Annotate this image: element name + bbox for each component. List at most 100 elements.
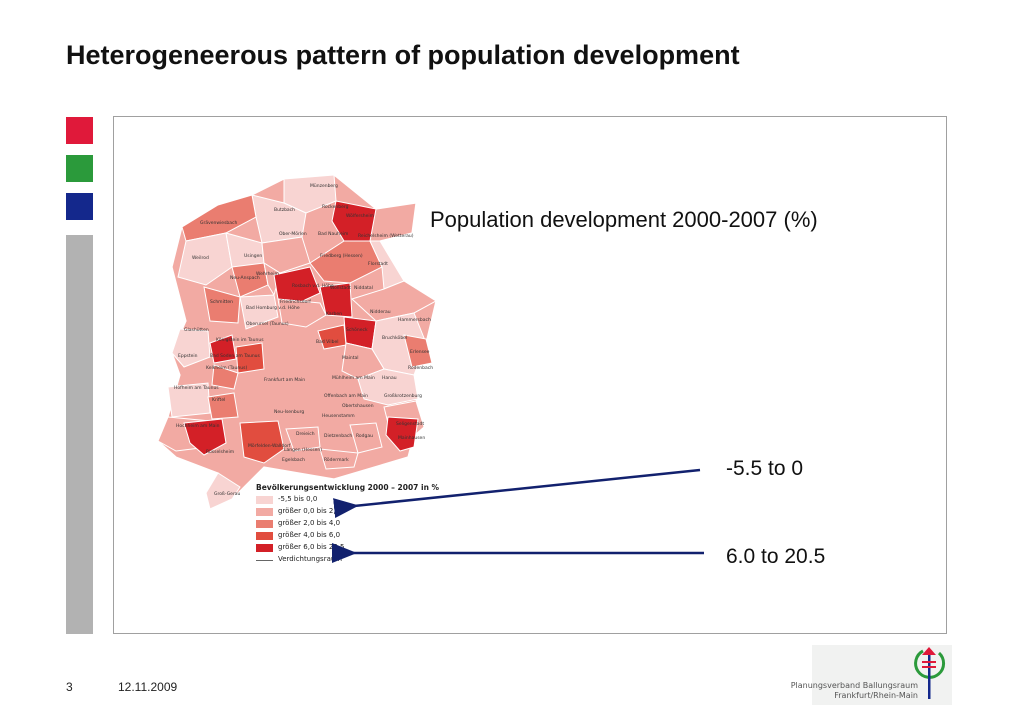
legend-swatch (256, 508, 273, 516)
map-patch (385, 416, 419, 452)
place-label: Königstein im Taunus (216, 337, 264, 343)
legend-item-label: -5,5 bis 0,0 (278, 495, 318, 503)
map-patch (239, 294, 279, 330)
map-patch (261, 236, 311, 274)
map-patch (205, 472, 241, 510)
map-patch (319, 448, 359, 470)
place-label: Groß-Gerau (214, 491, 241, 497)
place-label: Rodenbach (408, 365, 433, 371)
map-patch (349, 422, 383, 454)
place-label: Ober-Mörlen (279, 231, 307, 237)
legend-line-symbol (256, 560, 273, 561)
place-label: Rüsselsheim (206, 449, 234, 455)
map-patch (209, 334, 237, 364)
legend-item-label: größer 4,0 bis 6,0 (278, 531, 341, 539)
place-label: Kelkheim (Taunus) (206, 365, 247, 371)
place-label: Offenbach am Main (324, 393, 368, 399)
map-patch (403, 334, 433, 368)
place-label: Niddatal (354, 285, 373, 291)
logo-line-1: Planungsverband Ballungsraum (790, 681, 918, 690)
accent-square-red (66, 117, 93, 144)
legend-item-label: größer 2,0 bis 4,0 (278, 519, 341, 527)
map-patch (273, 266, 321, 306)
map-patch (183, 418, 227, 456)
place-label: Friedrichsdorf (280, 299, 311, 305)
logo: Planungsverband Ballungsraum Frankfurt/R… (791, 645, 952, 705)
legend-line-label: Verdichtungsraum (278, 555, 343, 563)
place-label: Hanau (382, 375, 397, 381)
map-patch (207, 392, 239, 420)
map-patch (357, 368, 419, 406)
place-label: Münzenberg (310, 183, 338, 189)
place-label: Dreieich (296, 431, 315, 437)
place-label: Bad Nauheim (318, 231, 348, 237)
place-label: Heusenstamm (322, 413, 355, 419)
place-label: Karben (326, 311, 342, 317)
place-label: Bad Soden am Taunus (210, 353, 261, 359)
place-label: Wehrheim (256, 271, 279, 277)
map-patch (239, 420, 285, 464)
legend-swatch (256, 532, 273, 540)
map-legend: Bevölkerungsentwicklung 2000 – 2007 in %… (256, 483, 439, 575)
accent-square-blue (66, 193, 93, 220)
place-label: Weilrod (192, 255, 209, 261)
place-label: Hofheim am Taunus (174, 385, 219, 391)
place-label: Neu-Isenburg (274, 409, 304, 415)
place-label: Maintal (342, 355, 359, 361)
place-label: Rockenberg (322, 204, 349, 210)
map-patch (283, 174, 337, 214)
map-patch (171, 328, 211, 368)
map-patch (235, 342, 265, 374)
map-patch (277, 298, 327, 328)
map-place-labels: Münzenberg Butzbach Rockenberg Wölfershe… (174, 183, 433, 497)
place-label: Grävenwiesbach (200, 220, 238, 226)
map-patch (177, 232, 233, 286)
place-label: Usingen (244, 253, 262, 259)
place-label: Rödermark (324, 457, 349, 463)
place-label: Wöllstadt (330, 285, 351, 291)
place-label: Bad Homburg v.d. Höhe (246, 305, 300, 311)
accent-side-bar (66, 235, 93, 634)
place-label: Egelsbach (282, 457, 305, 463)
place-label: Großkrotzenburg (384, 393, 422, 399)
map-frame: Münzenberg Butzbach Rockenberg Wölfershe… (113, 116, 947, 634)
place-label: Nidderau (370, 309, 391, 315)
map-patch (167, 382, 211, 418)
place-label: Seligenstadt (396, 421, 424, 427)
page-number: 3 (66, 680, 73, 694)
legend-item-label: größer 0,0 bis 2,0 (278, 507, 341, 515)
place-label: Bruchköbel (382, 335, 407, 341)
map-patch (285, 426, 321, 452)
place-label: Rosbach v.d. Höhe (292, 283, 334, 289)
annotation-low-range: -5.5 to 0 (726, 457, 804, 480)
place-label: Kriftel (212, 397, 225, 403)
place-label: Schmitten (210, 299, 233, 305)
place-label: Bad Vilbel (316, 339, 339, 345)
place-label: Glashütten (184, 327, 209, 333)
map-patch (203, 286, 241, 324)
place-label: Friedberg (Hessen) (320, 253, 363, 259)
place-label: Mainhausen (398, 435, 425, 441)
place-label: Rodgau (356, 433, 373, 439)
logo-mark-icon (914, 647, 946, 699)
place-label: Schöneck (346, 327, 368, 333)
logo-line-2: Frankfurt/Rhein-Main (834, 691, 918, 700)
place-label: Dietzenbach (324, 433, 352, 439)
slide-title: Heterogeneerous pattern of population de… (66, 40, 740, 70)
place-label: Oberursel (Taunus) (246, 321, 289, 327)
place-label: Hammersbach (398, 317, 431, 323)
population-map: Münzenberg Butzbach Rockenberg Wölfershe… (157, 174, 437, 510)
place-label: Reichelsheim (Wetterau) (358, 233, 414, 239)
map-patch (211, 364, 239, 390)
place-label: Florstadt (368, 261, 388, 267)
annotation-high-range: 6.0 to 20.5 (726, 545, 826, 568)
map-patch (319, 282, 353, 318)
legend-title: Bevölkerungsentwicklung 2000 – 2007 in % (256, 483, 440, 492)
legend-swatch (256, 544, 273, 552)
accent-square-green (66, 155, 93, 182)
map-caption: Population development 2000-2007 (%) (430, 207, 818, 232)
place-label: Neu-Anspach (230, 275, 260, 281)
place-label: Obertshausen (342, 403, 374, 409)
place-label: Langen (Hessen) (284, 447, 322, 453)
legend-swatch (256, 496, 273, 504)
